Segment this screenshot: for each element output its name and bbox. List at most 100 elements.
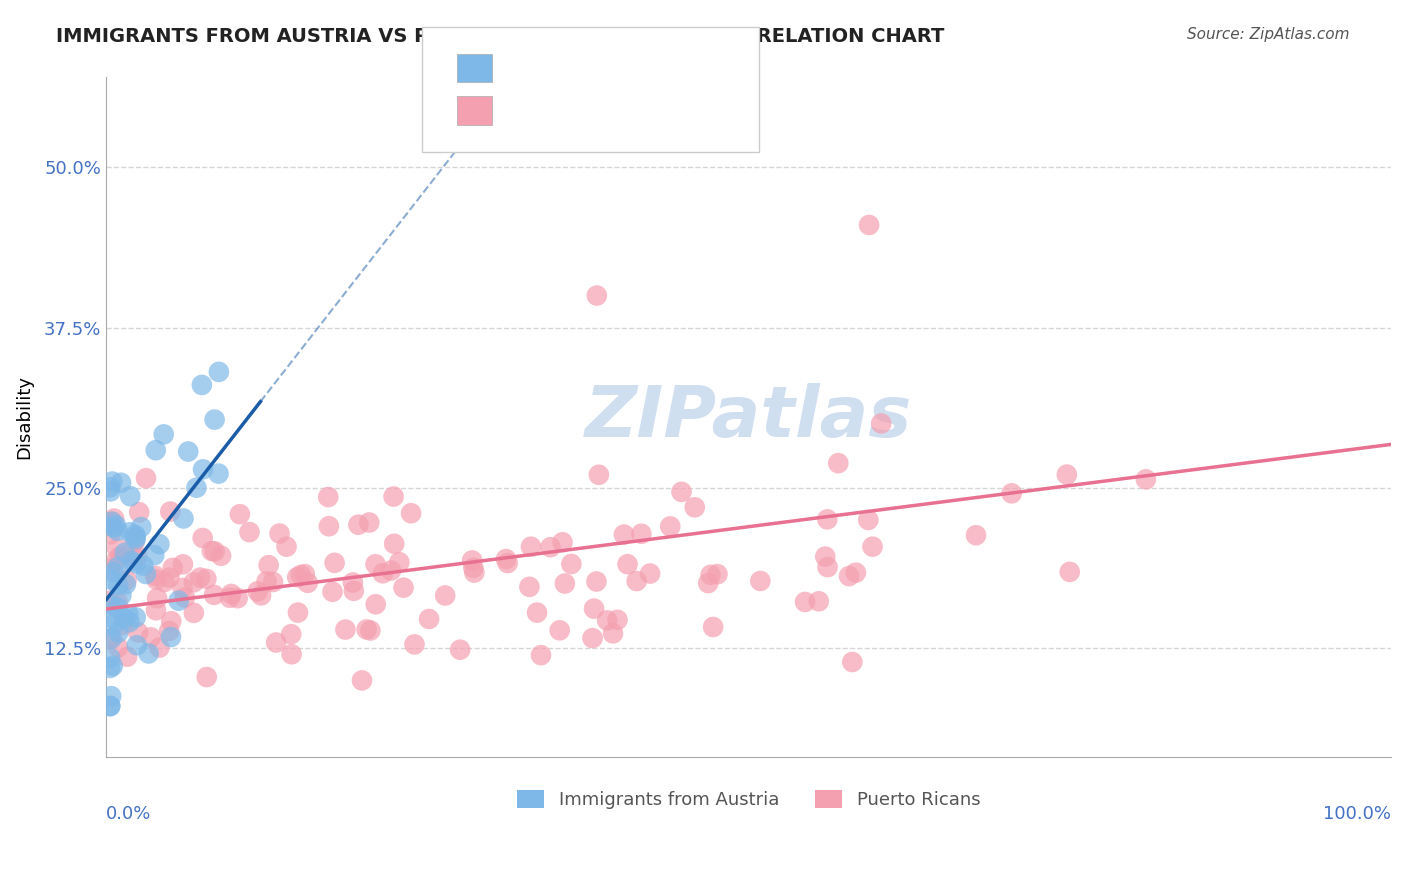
- Puerto Ricans: [276, 540, 298, 554]
- Puerto Ricans: [195, 670, 218, 684]
- Puerto Ricans: [107, 595, 129, 609]
- Puerto Ricans: [548, 624, 571, 638]
- Puerto Ricans: [519, 580, 541, 594]
- Puerto Ricans: [371, 566, 394, 581]
- Puerto Ricans: [350, 673, 373, 688]
- Puerto Ricans: [115, 649, 138, 664]
- Puerto Ricans: [380, 564, 402, 578]
- Text: Source: ZipAtlas.com: Source: ZipAtlas.com: [1187, 27, 1350, 42]
- Puerto Ricans: [264, 635, 287, 649]
- Puerto Ricans: [280, 647, 302, 661]
- Immigrants from Austria: [115, 577, 138, 591]
- Puerto Ricans: [1001, 486, 1024, 500]
- Text: 100.0%: 100.0%: [1323, 805, 1391, 823]
- Puerto Ricans: [418, 612, 440, 626]
- Puerto Ricans: [364, 597, 387, 611]
- Puerto Ricans: [359, 624, 381, 638]
- Puerto Ricans: [697, 576, 720, 591]
- Immigrants from Austria: [207, 467, 229, 481]
- Immigrants from Austria: [101, 475, 124, 489]
- Puerto Ricans: [98, 561, 121, 575]
- Puerto Ricans: [496, 556, 519, 570]
- Puerto Ricans: [814, 549, 837, 564]
- Immigrants from Austria: [101, 515, 124, 529]
- Puerto Ricans: [838, 569, 860, 583]
- Puerto Ricans: [159, 505, 181, 519]
- Puerto Ricans: [218, 591, 240, 605]
- Immigrants from Austria: [124, 528, 146, 542]
- Puerto Ricans: [204, 544, 226, 558]
- Puerto Ricans: [172, 581, 194, 595]
- Immigrants from Austria: [191, 462, 214, 476]
- Immigrants from Austria: [118, 525, 141, 540]
- Puerto Ricans: [257, 558, 280, 573]
- Immigrants from Austria: [117, 607, 139, 622]
- Immigrants from Austria: [145, 443, 167, 458]
- Puerto Ricans: [145, 603, 167, 617]
- Puerto Ricans: [127, 549, 149, 563]
- Puerto Ricans: [359, 516, 381, 530]
- Puerto Ricans: [588, 467, 610, 482]
- Puerto Ricans: [128, 505, 150, 519]
- Immigrants from Austria: [110, 475, 132, 490]
- Puerto Ricans: [108, 549, 131, 564]
- Puerto Ricans: [538, 540, 561, 554]
- Puerto Ricans: [794, 595, 817, 609]
- Text: R = 0.556    N = 144: R = 0.556 N = 144: [513, 100, 716, 118]
- Puerto Ricans: [124, 534, 146, 549]
- Immigrants from Austria: [167, 593, 190, 607]
- Puerto Ricans: [343, 583, 366, 598]
- Immigrants from Austria: [138, 647, 160, 661]
- Puerto Ricans: [858, 218, 880, 232]
- Puerto Ricans: [183, 575, 205, 590]
- Puerto Ricans: [157, 624, 180, 638]
- Immigrants from Austria: [143, 548, 166, 562]
- Puerto Ricans: [613, 527, 636, 541]
- Puerto Ricans: [817, 560, 839, 574]
- Immigrants from Austria: [98, 480, 121, 494]
- Puerto Ricans: [526, 606, 548, 620]
- Puerto Ricans: [602, 626, 624, 640]
- Puerto Ricans: [749, 574, 772, 588]
- Puerto Ricans: [434, 589, 457, 603]
- Puerto Ricans: [560, 557, 582, 571]
- Puerto Ricans: [162, 561, 184, 575]
- Puerto Ricans: [287, 606, 309, 620]
- Puerto Ricans: [297, 575, 319, 590]
- Immigrants from Austria: [101, 519, 124, 533]
- Immigrants from Austria: [204, 412, 226, 426]
- Immigrants from Austria: [101, 632, 124, 646]
- Immigrants from Austria: [135, 567, 157, 582]
- Puerto Ricans: [461, 553, 484, 567]
- Immigrants from Austria: [172, 511, 194, 525]
- Puerto Ricans: [530, 648, 553, 662]
- Puerto Ricans: [845, 566, 868, 580]
- Puerto Ricans: [100, 516, 122, 530]
- Puerto Ricans: [388, 555, 411, 569]
- Puerto Ricans: [115, 573, 138, 587]
- Immigrants from Austria: [100, 689, 122, 703]
- Puerto Ricans: [449, 642, 471, 657]
- Immigrants from Austria: [103, 520, 125, 534]
- Immigrants from Austria: [103, 611, 125, 625]
- Immigrants from Austria: [208, 365, 231, 379]
- Immigrants from Austria: [107, 524, 129, 538]
- Immigrants from Austria: [110, 588, 132, 602]
- Puerto Ricans: [659, 519, 682, 533]
- Puerto Ricans: [285, 570, 308, 584]
- Puerto Ricans: [815, 512, 838, 526]
- Immigrants from Austria: [121, 554, 143, 568]
- Puerto Ricans: [404, 637, 426, 651]
- Immigrants from Austria: [107, 559, 129, 574]
- Puerto Ricans: [122, 550, 145, 565]
- Puerto Ricans: [98, 527, 121, 541]
- Immigrants from Austria: [98, 572, 121, 586]
- Immigrants from Austria: [98, 599, 121, 613]
- Puerto Ricans: [585, 574, 607, 589]
- Puerto Ricans: [495, 552, 517, 566]
- Puerto Ricans: [322, 584, 344, 599]
- Immigrants from Austria: [177, 444, 200, 458]
- Immigrants from Austria: [101, 618, 124, 632]
- Puerto Ricans: [318, 519, 340, 533]
- Puerto Ricans: [269, 526, 291, 541]
